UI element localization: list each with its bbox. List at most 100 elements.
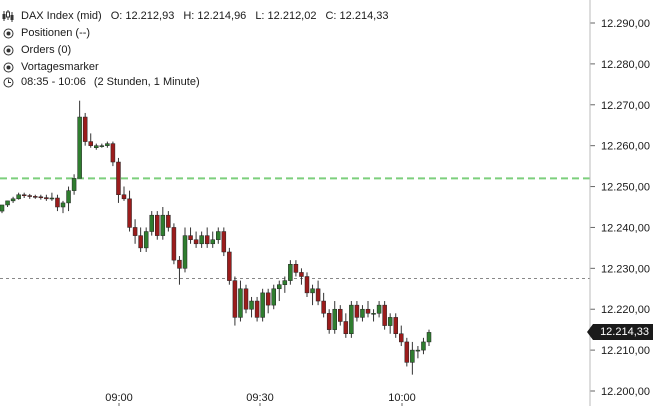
candle [371,309,376,322]
candle [216,227,221,244]
candle-body [10,198,16,202]
candle [404,337,410,367]
candle-body [232,280,238,318]
candle [171,223,177,265]
candle-body [415,349,421,352]
candle-body [94,145,99,148]
candle [127,190,132,232]
candle-body [271,288,276,306]
overlay-label: Positionen (--) [21,27,91,39]
candle [249,296,254,318]
candle-body [116,161,121,195]
candle [288,260,293,285]
candle-body [49,197,55,200]
candle [304,272,310,297]
y-tick-label: 12.260,00 [601,141,650,153]
candle-body [143,231,149,249]
candle-body [227,251,232,281]
candle [387,313,393,334]
candle [155,211,160,240]
candle [177,256,182,285]
candle [299,268,304,285]
y-tick-label: 12.240,00 [601,222,650,234]
candle [260,288,265,322]
candle-body [343,321,349,335]
candle-body [110,143,116,163]
candle-body [365,308,371,314]
candle-body [71,178,77,191]
candle-body [21,194,27,196]
candle-body [44,197,49,200]
ohlc-header: DAX Index (mid) O: 12.212,93 H: 12.214,9… [2,9,388,23]
overlay-vortagesmarker[interactable]: Vortagesmarker [3,61,99,73]
candle-body [349,304,354,335]
candle-body [88,141,93,146]
candle-body [354,304,360,318]
close-value: C: 12.214,33 [325,10,389,22]
radio-dot-icon [3,45,14,55]
y-tick-label: 12.200,00 [601,386,650,398]
candle [149,211,154,236]
last-price-tag: 12.214,33 [587,324,653,340]
candlestick-chart-icon[interactable] [2,9,16,23]
overlay-orders[interactable]: Orders (0) [3,44,71,56]
candle-body [260,292,265,318]
candle [310,284,315,306]
candle-body [155,214,160,236]
candle [166,211,171,232]
candle-body [177,259,182,269]
candle [221,227,227,257]
candle-body [82,116,88,142]
candle-body [77,116,82,179]
candle-body [132,227,138,236]
candle-body [282,280,288,285]
overlay-positionen[interactable]: Positionen (--) [3,27,90,39]
candle-body [277,284,282,290]
candle-body [221,231,227,253]
candle-body [310,288,315,294]
candle-body [171,227,177,261]
candle [227,247,232,285]
symbol-name[interactable]: DAX Index (mid) [21,10,102,22]
y-tick-label: 12.230,00 [601,263,650,275]
candle [399,325,404,347]
candle [243,284,249,314]
candle [415,346,421,359]
candle [60,200,66,214]
candle [77,100,82,179]
candle-body [426,332,432,343]
x-tick-label: 10:00 [388,392,416,404]
candle [5,200,10,207]
candle [282,276,288,293]
candle [82,112,88,146]
x-tick-label: 09:00 [105,392,133,404]
candle-body [188,235,193,240]
candle [188,227,193,244]
candle [27,193,32,199]
candle-body [410,349,415,363]
candle [44,194,49,201]
candle-body [0,204,5,212]
candle-body [382,304,387,326]
candle [49,192,55,201]
candle [55,194,60,212]
candle-body [127,198,132,228]
candle-body [38,196,44,199]
candles [0,100,432,375]
candle-body [299,272,304,277]
candle [265,288,271,314]
candle [277,280,282,302]
candle [66,186,71,212]
candle [238,280,243,322]
candle [71,174,77,195]
candle [376,301,382,318]
candle-body [249,300,254,310]
candle [38,194,44,200]
candle-body [199,235,204,245]
candle [16,192,21,200]
candle [210,231,215,248]
candle-body [27,195,32,197]
time-range[interactable]: 08:35 - 10:06 (2 Stunden, 1 Minute) [3,76,200,88]
candle-body [326,313,332,330]
